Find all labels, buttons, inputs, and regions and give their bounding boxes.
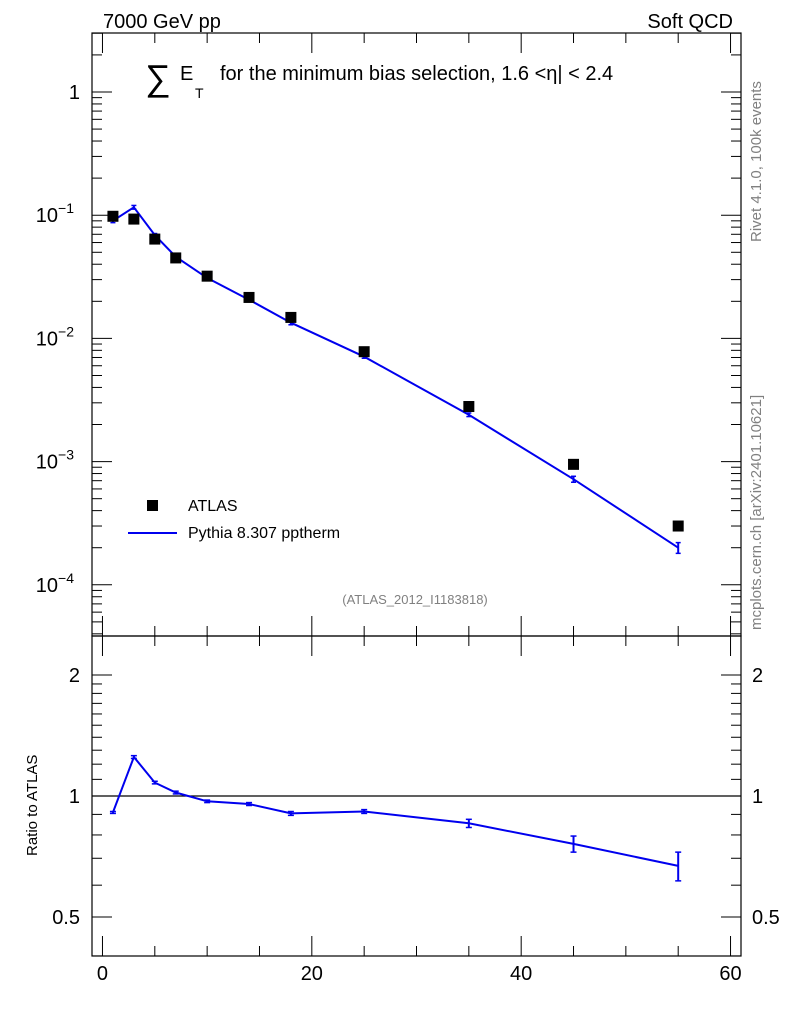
title-text: for the minimum bias selection, 1.6 <η| … [220, 63, 613, 85]
main-y-tick-label: 1 [69, 82, 80, 104]
energy-label: 7000 GeV pp [103, 11, 221, 33]
main-y-tick-label: 10−3 [36, 447, 74, 474]
atlas-data-point [285, 311, 297, 323]
legend-data-marker [147, 500, 158, 511]
ratio-y-tick-label-right: 0.5 [752, 907, 780, 929]
x-axis-ticks: 0 20 40 60 [97, 33, 742, 985]
tick-base: 10 [36, 575, 58, 597]
x-tick-label: 20 [301, 963, 323, 985]
main-y-ticks: 110−110−210−310−4 [36, 32, 741, 635]
analysis-watermark: (ATLAS_2012_I1183818) [342, 592, 488, 607]
atlas-data-point [149, 233, 161, 245]
legend-data-label: ATLAS [188, 498, 238, 515]
main-plot-frame [91, 32, 742, 637]
ratio-y-ticks: 0.5 0.5 1 1 2 2 [52, 665, 780, 957]
tick-exponent: −3 [58, 447, 74, 463]
tick-exponent: −4 [58, 570, 74, 586]
title-subscript: T [195, 85, 204, 101]
ratio-y-axis-label: Ratio to ATLAS [24, 755, 41, 856]
main-plot-title: ∑ E T for the minimum bias selection, 1.… [145, 57, 613, 101]
tick-base: 10 [36, 328, 58, 350]
atlas-data-point [358, 346, 370, 358]
process-label: Soft QCD [647, 11, 733, 33]
ratio-series-line [111, 755, 679, 867]
tick-exponent: −2 [58, 323, 74, 339]
legend-mc-label: Pythia 8.307 pptherm [188, 525, 340, 542]
tick-base: 10 [36, 452, 58, 474]
title-sum-symbol: ∑ [145, 57, 171, 98]
atlas-data-point [672, 520, 684, 532]
ratio-y-tick-label-left: 1 [69, 786, 80, 808]
main-y-tick-label: 10−2 [36, 323, 74, 350]
atlas-data-point [170, 252, 182, 264]
ratio-y-tick-label-left: 2 [69, 665, 80, 687]
title-variable: E [180, 63, 193, 85]
main-y-tick-label: 10−1 [36, 200, 74, 227]
rivet-label: Rivet 4.1.0, 100k events [748, 81, 765, 242]
mc-series-line [112, 205, 679, 549]
title-end: | < 2.4 [557, 63, 613, 85]
tick-exponent: −1 [58, 200, 74, 216]
atlas-data-point [201, 270, 213, 282]
atlas-data-point [243, 291, 255, 303]
ratio-y-tick-label-left: 0.5 [52, 907, 80, 929]
atlas-data-points [107, 210, 684, 532]
legend: ATLAS Pythia 8.307 pptherm [128, 498, 340, 542]
tick-base: 10 [36, 205, 58, 227]
x-tick-label: 0 [97, 963, 108, 985]
atlas-data-point [568, 458, 580, 470]
title-rest: for the minimum bias selection, 1.6 < [220, 63, 546, 85]
x-tick-label: 40 [510, 963, 532, 985]
ratio-y-tick-label-right: 2 [752, 665, 763, 687]
source-label: mcplots.cern.ch [arXiv:2401.10621] [748, 395, 765, 630]
ratio-y-tick-label-right: 1 [752, 786, 763, 808]
atlas-data-point [107, 210, 119, 222]
atlas-data-point [463, 401, 475, 413]
title-eta: η [546, 63, 557, 85]
atlas-data-point [128, 213, 140, 225]
main-y-tick-label: 10−4 [36, 570, 74, 597]
x-tick-label: 60 [719, 963, 741, 985]
ratio-error-bars [109, 754, 682, 882]
